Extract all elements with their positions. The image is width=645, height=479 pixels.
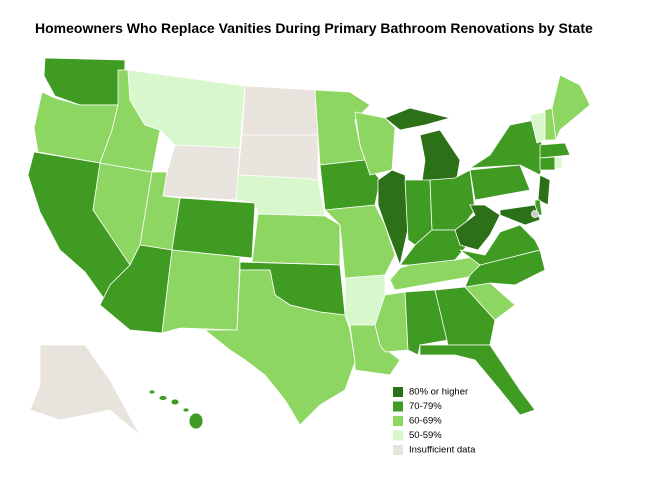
legend-label: Insufficient data bbox=[409, 445, 476, 456]
legend-swatch bbox=[393, 430, 403, 441]
state bbox=[554, 156, 563, 169]
state bbox=[384, 107, 452, 131]
state bbox=[241, 85, 319, 136]
state bbox=[531, 210, 539, 218]
state bbox=[539, 142, 571, 159]
state bbox=[158, 395, 168, 401]
state bbox=[551, 74, 591, 141]
state bbox=[499, 204, 541, 226]
state bbox=[203, 269, 356, 426]
state bbox=[162, 144, 241, 201]
legend: 80% or higher 70-79% 60-69% 50-59% Insuffici… bbox=[393, 387, 476, 456]
state bbox=[469, 164, 531, 201]
legend-swatch bbox=[393, 445, 403, 455]
state bbox=[29, 344, 141, 436]
state bbox=[377, 169, 411, 267]
state bbox=[459, 224, 541, 266]
legend-label: 60-69% bbox=[409, 416, 442, 427]
map-title: Homeowners Who Replace Vanities During P… bbox=[35, 20, 593, 36]
state bbox=[188, 412, 204, 430]
state bbox=[454, 204, 501, 251]
state bbox=[161, 249, 241, 334]
state bbox=[319, 159, 381, 211]
state bbox=[324, 204, 396, 279]
state bbox=[419, 344, 536, 416]
legend-label: 50-59% bbox=[409, 430, 442, 441]
state bbox=[434, 286, 496, 346]
legend-swatch bbox=[393, 401, 403, 412]
state bbox=[251, 213, 341, 266]
legend-swatch bbox=[393, 387, 403, 397]
state bbox=[171, 197, 256, 259]
legend-label: 80% or higher bbox=[409, 387, 468, 398]
state bbox=[539, 156, 556, 171]
state bbox=[170, 398, 180, 406]
state bbox=[148, 389, 156, 395]
states bbox=[27, 57, 591, 436]
legend-swatch bbox=[393, 416, 403, 426]
state bbox=[182, 407, 190, 413]
legend-label: 70-79% bbox=[409, 401, 442, 412]
state bbox=[537, 174, 551, 206]
state bbox=[237, 134, 319, 181]
